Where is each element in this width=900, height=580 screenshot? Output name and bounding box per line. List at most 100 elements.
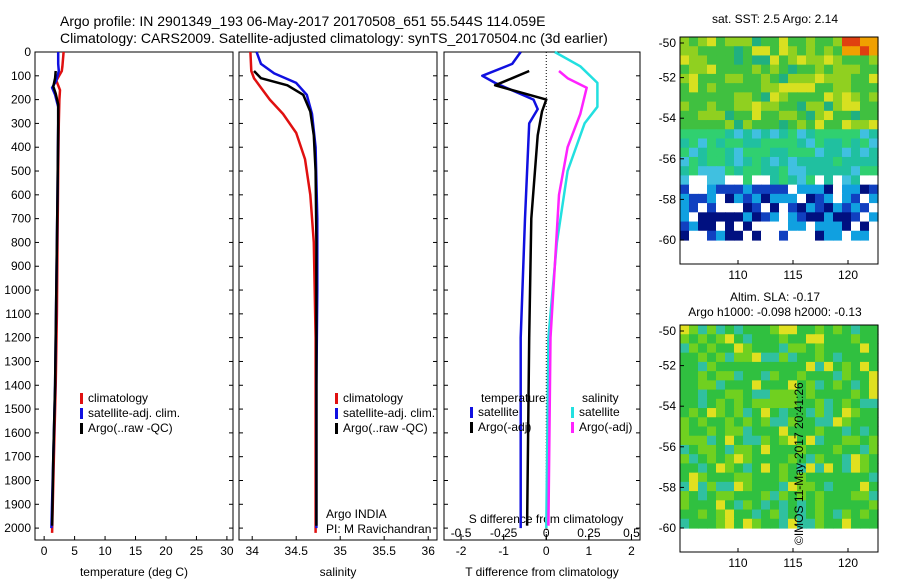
legend-label: climatology <box>343 391 403 405</box>
map-cell <box>743 221 753 232</box>
map-cell <box>689 463 699 474</box>
map-cell <box>761 444 771 455</box>
map-cell <box>716 444 726 455</box>
map-cell <box>698 73 708 84</box>
map-cell <box>797 481 807 492</box>
map-cell <box>734 426 744 437</box>
map-cell <box>770 101 780 112</box>
map-cell <box>680 380 690 391</box>
map-cell <box>716 371 726 381</box>
map-cell <box>779 166 789 177</box>
map-cell <box>797 352 807 363</box>
map-cell <box>743 426 753 437</box>
map-cell <box>779 472 789 483</box>
map-cell <box>770 408 780 418</box>
map-cell <box>770 138 780 149</box>
map-cell <box>842 352 852 363</box>
map-cell <box>797 166 807 177</box>
map-cell <box>815 509 825 520</box>
map-cell <box>698 371 708 381</box>
map-cell <box>779 325 789 335</box>
map-cell <box>770 166 780 177</box>
map-cell <box>860 37 870 47</box>
map-cell <box>743 184 753 195</box>
map-cell <box>689 147 699 158</box>
map-cell <box>815 408 825 418</box>
map-cell <box>860 444 870 455</box>
map-ytick-label: -54 <box>659 399 677 413</box>
map-cell <box>761 371 771 381</box>
map-cell <box>680 110 690 121</box>
map-cell <box>779 221 789 232</box>
map-cell <box>788 371 798 381</box>
map-cell <box>869 55 879 66</box>
map-cell <box>698 518 708 529</box>
map-cell <box>689 371 699 381</box>
map-cell <box>815 83 825 93</box>
map-cell <box>815 221 825 232</box>
map-cell <box>698 325 708 335</box>
depth-tick-label: 200 <box>11 93 31 107</box>
map-cell <box>815 193 825 204</box>
map-cell <box>725 398 735 409</box>
map-cell <box>734 147 744 158</box>
map-cell <box>770 500 780 511</box>
map-cell <box>842 64 852 75</box>
map-cell <box>761 361 771 372</box>
map-cell <box>833 509 843 520</box>
legend-label: satellite-adj. clim. <box>88 406 180 420</box>
map-cell <box>725 334 735 345</box>
map-cell <box>716 221 726 232</box>
map-cell <box>824 435 834 446</box>
map-cell <box>761 435 771 446</box>
depth-tick-label: 1900 <box>4 497 31 511</box>
map-cell <box>734 500 744 511</box>
map-cell <box>788 147 798 158</box>
map-cell <box>752 55 762 66</box>
map-cell <box>833 500 843 511</box>
temperature-xtick-label: 30 <box>220 544 234 558</box>
map-cell <box>725 73 735 84</box>
temperature-xtick-label: 5 <box>71 544 78 558</box>
map-cell <box>833 417 843 428</box>
map-cell <box>788 334 798 345</box>
map-cell <box>752 518 762 529</box>
salinity-xtick-label: 35.5 <box>373 544 397 558</box>
map-cell <box>743 92 753 103</box>
map-cell <box>815 463 825 474</box>
map-cell <box>752 334 762 345</box>
map-cell <box>806 37 816 47</box>
map-cell <box>824 175 834 186</box>
map-cell <box>833 361 843 372</box>
map-cell <box>797 334 807 345</box>
map-cell <box>806 371 816 381</box>
legend-label: satellite-adj. clim. <box>343 406 435 420</box>
map-cell <box>725 184 735 195</box>
map-cell <box>824 147 834 158</box>
map-cell <box>707 463 717 474</box>
map-cell <box>725 120 735 130</box>
map-cell <box>806 463 816 474</box>
map-cell <box>725 500 735 511</box>
map-cell <box>734 509 744 520</box>
map-cell <box>743 417 753 428</box>
map-cell <box>707 435 717 446</box>
map-cell <box>869 389 879 400</box>
map-cell <box>689 408 699 418</box>
map-cell <box>761 380 771 391</box>
map-cell <box>779 156 789 167</box>
map-cell <box>788 518 798 529</box>
legend-swatch <box>571 407 574 418</box>
depth-tick-label: 1100 <box>5 307 31 321</box>
salinity-series-satellite-adj-clim- <box>255 51 319 529</box>
map-cell <box>734 463 744 474</box>
map-cell <box>707 46 717 57</box>
map-cell <box>743 444 753 455</box>
map-cell <box>824 83 834 93</box>
map-cell <box>851 230 861 241</box>
map-cell <box>734 64 744 75</box>
map-cell <box>788 110 798 121</box>
depth-tick-label: 100 <box>11 69 31 83</box>
map-cell <box>806 212 816 223</box>
map-cell <box>707 444 717 455</box>
